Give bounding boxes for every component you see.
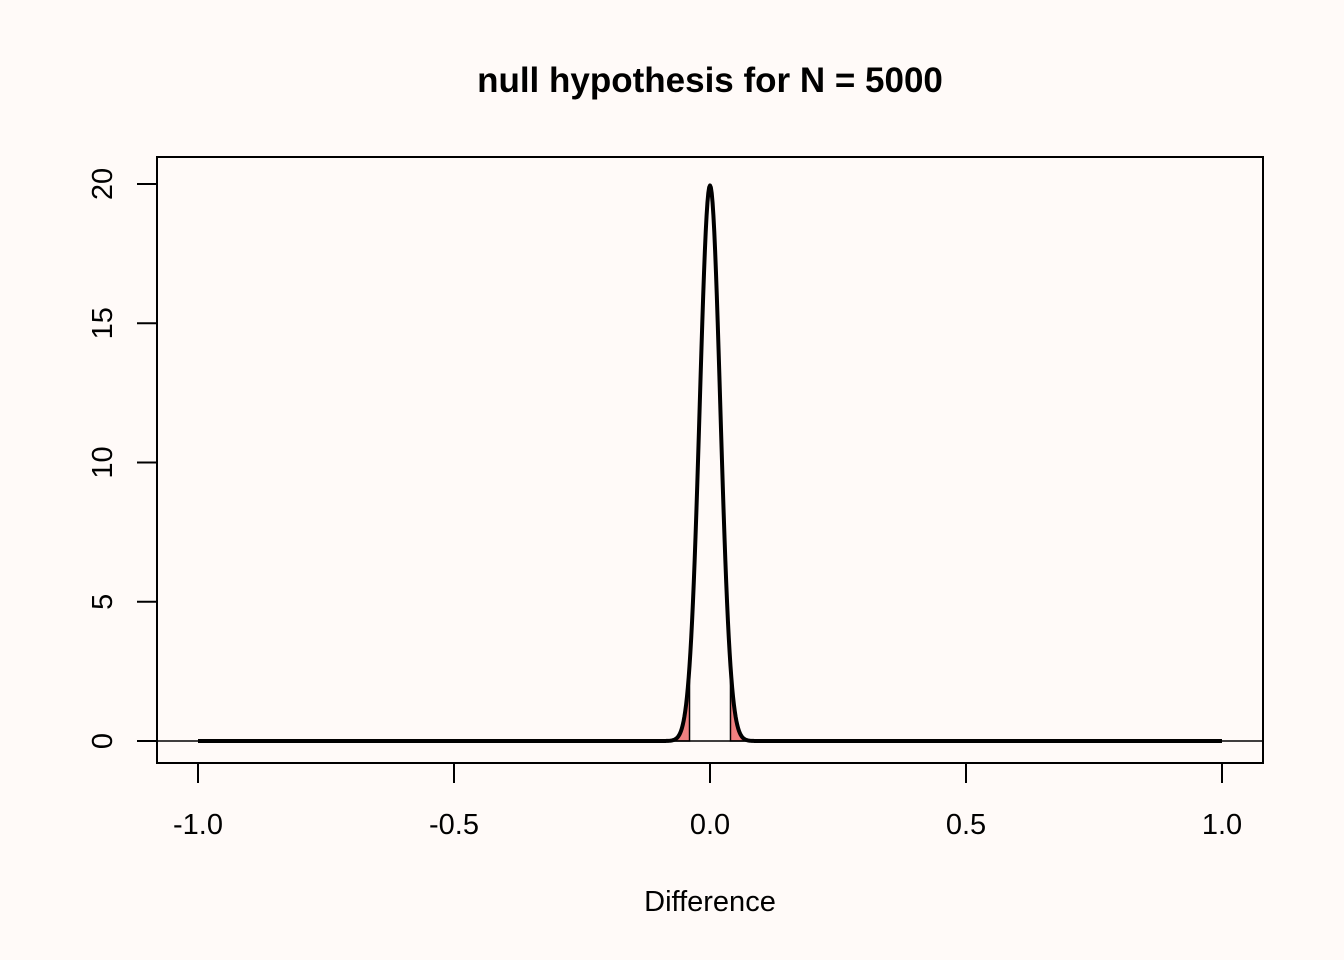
x-tick-label: -0.5 xyxy=(429,809,479,841)
x-tick-label: -1.0 xyxy=(173,809,223,841)
y-tick-label: 0 xyxy=(87,733,119,749)
x-tick-label: 1.0 xyxy=(1202,809,1242,841)
density-curve xyxy=(196,183,1224,743)
y-tick-label: 10 xyxy=(87,446,119,478)
y-axis: 0 5 10 15 20 xyxy=(87,168,158,749)
x-tick-label: 0.5 xyxy=(946,809,986,841)
x-tick-label: 0.0 xyxy=(690,809,730,841)
chart-title: null hypothesis for N = 5000 xyxy=(477,61,943,100)
y-tick-label: 5 xyxy=(87,594,119,610)
x-axis: -1.0 -0.5 0.0 0.5 1.0 xyxy=(173,762,1242,841)
x-axis-label: Difference xyxy=(644,886,776,918)
y-tick-label: 15 xyxy=(87,307,119,339)
y-tick-label: 20 xyxy=(87,168,119,200)
plot-frame xyxy=(156,156,1264,764)
density-curves xyxy=(196,183,1224,743)
